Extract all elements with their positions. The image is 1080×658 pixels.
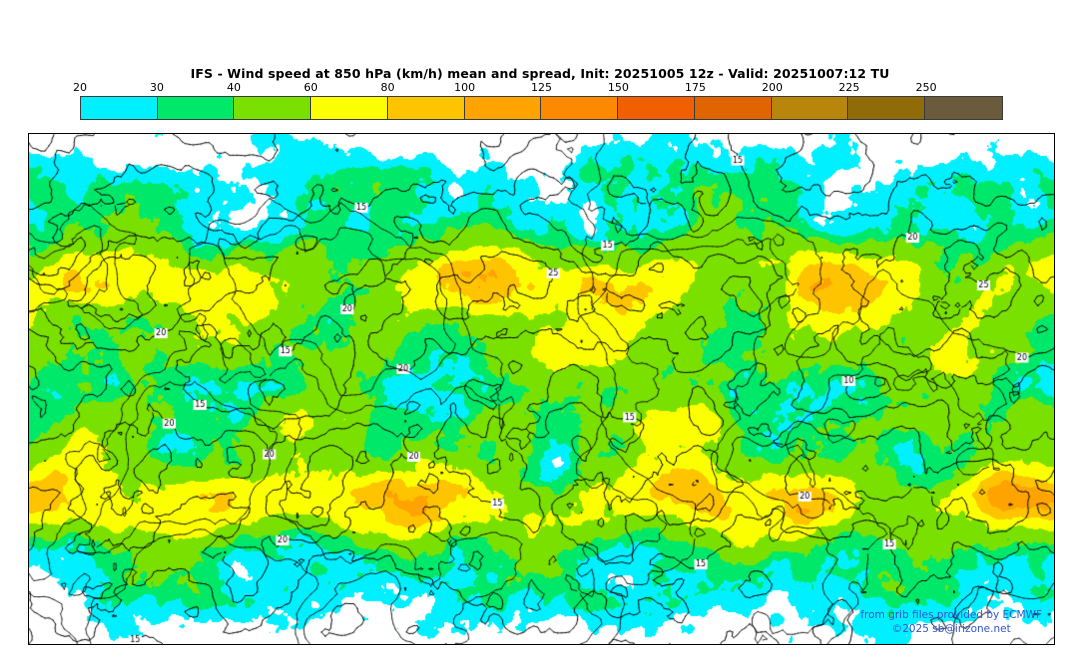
colorbar-tick-100: 100 xyxy=(454,81,476,94)
colorbar-band-30 xyxy=(157,97,235,119)
colorbar-band-175 xyxy=(694,97,772,119)
colorbar-band-150 xyxy=(618,97,695,119)
colorbar-bands xyxy=(80,96,1003,120)
colorbar-band-125 xyxy=(541,97,619,119)
colorbar-tick-175: 175 xyxy=(684,81,706,94)
colorbar-band-60 xyxy=(311,97,388,119)
colorbar-tick-80: 80 xyxy=(380,81,395,94)
colorbar-band-250 xyxy=(925,97,1002,119)
colorbar-tick-60: 60 xyxy=(303,81,318,94)
colorbar-band-40 xyxy=(234,97,312,119)
colorbar-band-100 xyxy=(464,97,542,119)
colorbar-tick-250: 250 xyxy=(915,81,937,94)
page-title: IFS - Wind speed at 850 hPa (km/h) mean … xyxy=(190,66,890,81)
wind-speed-map xyxy=(29,134,1054,644)
colorbar-band-80 xyxy=(387,97,465,119)
colorbar-tick-40: 40 xyxy=(226,81,241,94)
colorbar-band-225 xyxy=(848,97,926,119)
colorbar-tick-225: 225 xyxy=(838,81,860,94)
colorbar-tick-125: 125 xyxy=(531,81,552,94)
colorbar-tick-200: 200 xyxy=(761,81,783,94)
colorbar-tick-labels: 20 30 40 60 80 100 125 150 175 200 225 250 xyxy=(73,81,1003,96)
colorbar-band-20 xyxy=(81,97,158,119)
colorbar-tick-20: 20 xyxy=(73,81,87,94)
colorbar: 20 30 40 60 80 100 125 150 175 200 225 250 xyxy=(73,82,1003,120)
colorbar-band-200 xyxy=(771,97,849,119)
colorbar-tick-30: 30 xyxy=(149,81,164,94)
map-panel: from grib files provided by ECMWF ©2025 … xyxy=(28,133,1055,645)
colorbar-tick-150: 150 xyxy=(607,81,629,94)
